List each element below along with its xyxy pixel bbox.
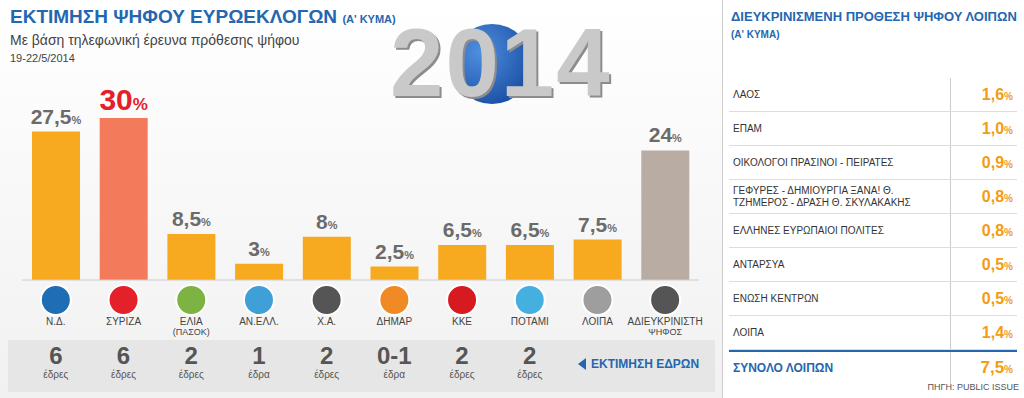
html-text:0,5%: 0,5% (981, 289, 1013, 307)
svg-text:έδρα: έδρα (384, 369, 406, 380)
html-text:7,5%: 7,5% (980, 358, 1013, 377)
svg-text:6,5%: 6,5% (510, 218, 549, 241)
html-text:ΓΕΦΥΡΕΣ - ΔΗΜΙΟΥΡΓΙΑ ΞΑΝΑ! Θ.: ΓΕΦΥΡΕΣ - ΔΗΜΙΟΥΡΓΙΑ ΞΑΝΑ! Θ. ΤΖΗΜΕΡΟΣ -… (733, 184, 911, 208)
svg-text:ΑΝ.ΕΛΛ.: ΑΝ.ΕΛΛ. (239, 316, 278, 327)
svg-text:6: 6 (49, 342, 62, 369)
svg-text:2: 2 (320, 342, 333, 369)
svg-text:0-1: 0-1 (377, 342, 412, 369)
html-text:ΛΑΟΣ: ΛΑΟΣ (733, 88, 761, 100)
svg-text:ΣΥΡΙΖΑ: ΣΥΡΙΖΑ (106, 316, 141, 327)
svg-text:2,5%: 2,5% (375, 240, 414, 263)
html-text:ΕΚΤΙΜΗΣΗ ΕΔΡΩΝ: ΕΚΤΙΜΗΣΗ ΕΔΡΩΝ (591, 357, 700, 371)
svg-text:έδρες: έδρες (43, 369, 68, 380)
svg-text:27,5%: 27,5% (31, 105, 82, 128)
html-text:0,8%: 0,8% (981, 187, 1013, 205)
svg-text:έδρες: έδρες (517, 369, 542, 380)
svg-text:Χ.Α.: Χ.Α. (317, 316, 336, 327)
html-text:ΕΝΩΣΗ ΚΕΝΤΡΩΝ: ΕΝΩΣΗ ΚΕΝΤΡΩΝ (733, 292, 819, 304)
html-text:ΕΚΤΙΜΗΣΗ ΨΗΦΟΥ ΕΥΡΩΕΚΛΟΓΩΝ (Α': ΕΚΤΙΜΗΣΗ ΨΗΦΟΥ ΕΥΡΩΕΚΛΟΓΩΝ (Α' ΚΥΜΑ) (10, 6, 396, 27)
svg-text:(ΠΑΣΟΚ): (ΠΑΣΟΚ) (173, 327, 210, 337)
svg-text:Ν.Δ.: Ν.Δ. (46, 316, 65, 327)
html-text:0,8%: 0,8% (981, 221, 1013, 239)
svg-text:8,5%: 8,5% (172, 207, 211, 230)
html-text:ΕΛΛΗΝΕΣ ΕΥΡΩΠΑΙΟΙ ΠΟΛΙΤΕΣ: ΕΛΛΗΝΕΣ ΕΥΡΩΠΑΙΟΙ ΠΟΛΙΤΕΣ (733, 224, 884, 236)
svg-text:6: 6 (117, 342, 130, 369)
svg-text:ΔΗΜΑΡ: ΔΗΜΑΡ (377, 316, 413, 327)
svg-text:έδρες: έδρες (314, 369, 339, 380)
html-text:1,0%: 1,0% (981, 119, 1013, 137)
html-text:ΟΙΚΟΛΟΓΟΙ ΠΡΑΣΙΝΟΙ - ΠΕΙΡΑΤΕΣ: ΟΙΚΟΛΟΓΟΙ ΠΡΑΣΙΝΟΙ - ΠΕΙΡΑΤΕΣ (733, 156, 894, 168)
svg-text:30%: 30% (99, 83, 148, 116)
svg-text:2: 2 (185, 342, 198, 369)
html-text:Με βάση τηλεφωνική έρευνα πρόθ: Με βάση τηλεφωνική έρευνα πρόθεσης ψήφου (10, 32, 300, 48)
html-text:1,6%: 1,6% (981, 85, 1013, 103)
html-text:(Α' ΚΥΜΑ): (Α' ΚΥΜΑ) (731, 29, 780, 40)
svg-text:έδρα: έδρα (248, 369, 270, 380)
svg-text:3%: 3% (248, 237, 270, 260)
svg-text:ΨΗΦΟΣ: ΨΗΦΟΣ (648, 327, 682, 337)
svg-text:8%: 8% (316, 210, 338, 233)
html-text:ΣΥΝΟΛΟ ΛΟΙΠΩΝ: ΣΥΝΟΛΟ ΛΟΙΠΩΝ (733, 361, 834, 375)
svg-text:ΑΔΙΕΥΚΡΙΝΙΣΤΗ: ΑΔΙΕΥΚΡΙΝΙΣΤΗ (628, 316, 703, 327)
html-text:ΑΝΤΑΡΣΥΑ: ΑΝΤΑΡΣΥΑ (733, 258, 785, 270)
svg-text:2: 2 (523, 342, 536, 369)
html-text:0,9%: 0,9% (981, 153, 1013, 171)
svg-text:ΛΟΙΠΑ: ΛΟΙΠΑ (582, 316, 613, 327)
svg-text:6,5%: 6,5% (443, 218, 482, 241)
svg-text:24%: 24% (649, 123, 682, 146)
html-text:0,5%: 0,5% (981, 255, 1013, 273)
html-text:19-22/5/2014: 19-22/5/2014 (10, 52, 75, 64)
html-text:ΛΟΙΠΑ: ΛΟΙΠΑ (733, 326, 764, 338)
svg-text:έδρες: έδρες (179, 369, 204, 380)
svg-text:7,5%: 7,5% (578, 213, 617, 236)
html-text:ΔΙΕΥΚΡΙΝΙΣΜΕΝΗ ΠΡΟΘΕΣΗ ΨΗΦΟΥ Λ: ΔΙΕΥΚΡΙΝΙΣΜΕΝΗ ΠΡΟΘΕΣΗ ΨΗΦΟΥ ΛΟΙΠΩΝ (731, 9, 1017, 24)
svg-text:ΠΟΤΑΜΙ: ΠΟΤΑΜΙ (511, 316, 549, 327)
svg-text:2: 2 (455, 342, 468, 369)
html-text:ΠΗΓΗ: PUBLIC ISSUE: ΠΗΓΗ: PUBLIC ISSUE (927, 382, 1019, 392)
html-text:ΕΠΑΜ: ΕΠΑΜ (733, 122, 762, 134)
html-text:2014: 2014 (390, 9, 612, 116)
html-text:1,4%: 1,4% (981, 323, 1013, 341)
svg-text:ΚΚΕ: ΚΚΕ (452, 316, 472, 327)
svg-text:ΕΛΙΑ: ΕΛΙΑ (180, 316, 203, 327)
svg-text:έδρες: έδρες (111, 369, 136, 380)
svg-text:έδρες: έδρες (450, 369, 475, 380)
svg-text:1: 1 (252, 342, 265, 369)
